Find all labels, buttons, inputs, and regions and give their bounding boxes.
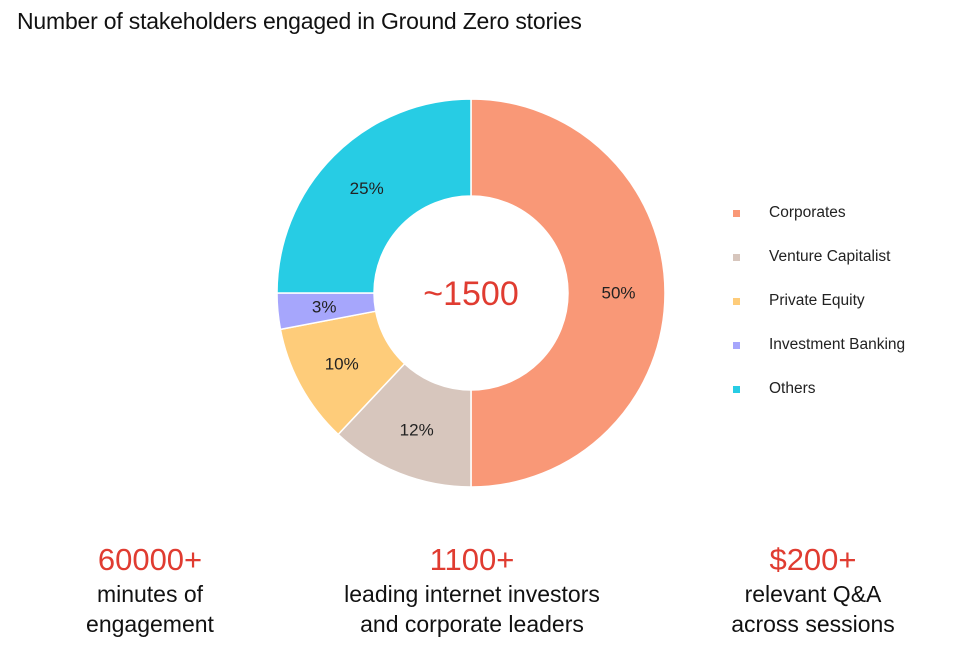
legend-label: Others bbox=[769, 380, 816, 397]
stat-qa-line-2: across sessions bbox=[731, 611, 895, 637]
slice-corporates bbox=[470, 98, 666, 488]
legend-item-venture-capitalist: Venture Capitalist bbox=[733, 245, 905, 289]
slice-label-venture-capitalist: 12% bbox=[400, 421, 434, 440]
slice-label-others: 25% bbox=[350, 179, 384, 198]
legend-label: Investment Banking bbox=[769, 336, 906, 353]
stat-minutes-value: 60000+ bbox=[97, 542, 203, 577]
stat-investors-line-1: leading internet investors bbox=[344, 581, 600, 607]
legend-swatch bbox=[733, 210, 740, 217]
legend-swatch bbox=[733, 342, 740, 349]
legend-swatch bbox=[733, 386, 740, 393]
stat-investors-value: 1100+ bbox=[429, 542, 515, 577]
chart-title: Number of stakeholders engaged in Ground… bbox=[17, 8, 582, 34]
slice-label-corporates: 50% bbox=[601, 284, 635, 303]
stat-qa: $200+ relevant Q&A across sessions bbox=[653, 541, 970, 639]
stat-qa-value: $200+ bbox=[769, 542, 857, 577]
stat-minutes-line-2: engagement bbox=[86, 611, 214, 637]
slice-others bbox=[276, 98, 472, 294]
legend-item-corporates: Corporates bbox=[733, 201, 905, 245]
stat-minutes: 60000+ minutes of engagement bbox=[0, 541, 310, 639]
donut-chart: 50% 12% 10% 3% 25% ~1500 bbox=[276, 98, 666, 488]
legend-swatch bbox=[733, 298, 740, 305]
slice-label-private-equity: 10% bbox=[325, 355, 359, 374]
slice-label-investment-banking: 3% bbox=[312, 297, 337, 316]
legend-item-others: Others bbox=[733, 377, 905, 421]
donut-center-label: ~1500 bbox=[423, 275, 519, 313]
legend-label: Private Equity bbox=[769, 292, 865, 309]
legend-item-private-equity: Private Equity bbox=[733, 289, 905, 333]
stat-qa-line-1: relevant Q&A bbox=[744, 581, 882, 607]
legend-item-investment-banking: Investment Banking bbox=[733, 333, 905, 377]
legend-label: Venture Capitalist bbox=[769, 248, 891, 265]
stat-investors-line-2: and corporate leaders bbox=[360, 611, 584, 637]
stat-investors: 1100+ leading internet investors and cor… bbox=[312, 541, 632, 639]
legend-swatch bbox=[733, 254, 740, 261]
stat-minutes-line-1: minutes of bbox=[96, 581, 204, 607]
legend-label: Corporates bbox=[769, 204, 846, 221]
chart-legend: Corporates Venture Capitalist Private Equi… bbox=[733, 201, 905, 421]
